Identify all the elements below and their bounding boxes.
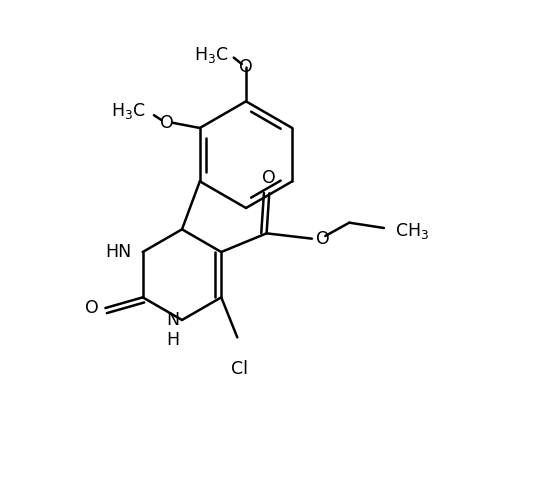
Text: O: O [160,114,174,132]
Text: $\mathregular{CH_3}$: $\mathregular{CH_3}$ [395,221,429,240]
Text: O: O [316,229,330,248]
Text: Cl: Cl [232,360,248,378]
Text: $\mathregular{H_3C}$: $\mathregular{H_3C}$ [194,45,228,65]
Text: N: N [166,311,179,329]
Text: H: H [166,331,179,349]
Text: O: O [262,169,276,187]
Text: O: O [239,58,253,76]
Text: O: O [85,299,99,317]
Text: $\mathregular{H_3C}$: $\mathregular{H_3C}$ [111,101,146,121]
Text: HN: HN [105,243,131,261]
